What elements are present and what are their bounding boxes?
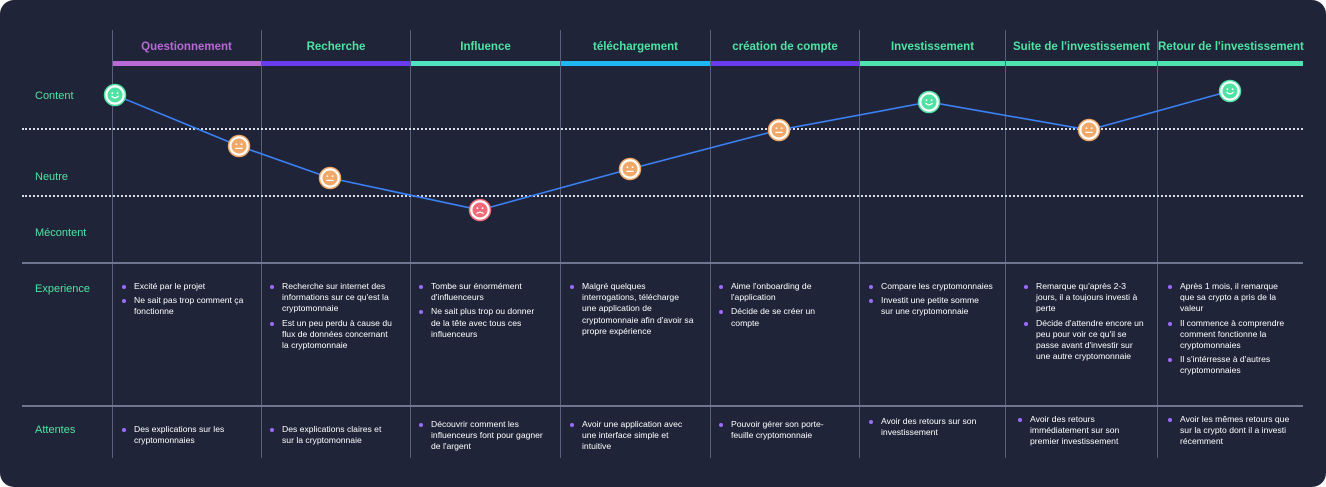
experience-cell-telechargement: Malgré quelques interrogations, téléchar… <box>568 281 694 340</box>
sad-face-icon <box>468 198 492 222</box>
list-item: Avoir les mêmes retours que sur la crypt… <box>1166 414 1292 448</box>
list-item: Recherche sur internet des informations … <box>268 281 394 315</box>
phase-bar-telechargement <box>561 61 711 66</box>
experience-cell-questionnement: Excité par le projet Ne sait pas trop com… <box>120 281 246 321</box>
neutral-face-icon <box>318 166 342 190</box>
section-divider-attentes <box>22 405 1303 407</box>
column-divider <box>1005 30 1006 458</box>
experience-cell-investissement: Compare les cryptomonnaies Investit une p… <box>867 281 993 321</box>
list-item: Découvrir comment les influenceurs font … <box>417 419 543 453</box>
neutral-face-icon <box>767 118 791 142</box>
phase-retour-investissement: Retour de l'investissement <box>1158 41 1304 53</box>
experience-cell-creation: Aime l'onboarding de l'application Décide… <box>717 281 843 332</box>
phase-bar-investissement <box>860 61 1303 66</box>
column-divider <box>261 30 262 458</box>
phase-bar-creation <box>711 61 860 66</box>
phase-creation-de-compte: création de compte <box>732 41 838 53</box>
phase-bar-questionnement <box>112 61 262 66</box>
section-divider-experience <box>22 262 1303 264</box>
list-item: Excité par le projet <box>120 281 246 292</box>
row-label-content: Content <box>35 90 74 102</box>
emotion-divider-content-neutre <box>22 128 1303 130</box>
attentes-cell-creation: Pouvoir gérer son porte-feuille cryptomo… <box>717 419 843 444</box>
list-item: Aime l'onboarding de l'application <box>717 281 843 303</box>
attentes-cell-suite: Avoir des retours immédiatement sur son … <box>1016 414 1142 451</box>
attentes-cell-recherche: Des explications claires et sur la crypt… <box>268 424 394 449</box>
list-item: Des explications sur les cryptomonnaies <box>120 424 246 446</box>
row-label-experience: Experience <box>35 283 91 295</box>
experience-cell-recherche: Recherche sur internet des informations … <box>268 281 394 354</box>
list-item: Avoir des retours immédiatement sur son … <box>1016 414 1142 448</box>
list-item: Est un peu perdu à cause du flux de donn… <box>268 318 394 352</box>
attentes-cell-questionnement: Des explications sur les cryptomonnaies <box>120 424 246 449</box>
attentes-cell-retour: Avoir les mêmes retours que sur la crypt… <box>1166 414 1292 451</box>
list-item: Après 1 mois, il remarque que sa crypto … <box>1166 281 1292 315</box>
experience-cell-influence: Tombe sur énormément d'influenceurs Ne sa… <box>417 281 543 343</box>
list-item: Malgré quelques interrogations, téléchar… <box>568 281 694 337</box>
neutral-face-icon <box>618 157 642 181</box>
column-divider <box>112 30 113 458</box>
list-item: Investit une petite somme sur une crypto… <box>867 295 993 317</box>
emotion-divider-neutre-mecontent <box>22 195 1303 197</box>
column-divider <box>410 30 411 458</box>
list-item: Ne sait plus trop ou donner de la tête a… <box>417 306 543 340</box>
list-item: Décide de se créer un compte <box>717 306 843 328</box>
list-item: Des explications claires et sur la crypt… <box>268 424 394 446</box>
neutral-face-icon <box>227 134 251 158</box>
list-item: Pouvoir gérer son porte-feuille cryptomo… <box>717 419 843 441</box>
phase-bar-influence <box>411 61 561 66</box>
column-divider <box>560 30 561 458</box>
column-divider <box>859 30 860 458</box>
row-label-neutre: Neutre <box>35 171 69 183</box>
phase-bar-recherche <box>262 61 411 66</box>
experience-cell-suite: Remarque qu'après 2-3 jours, il a toujou… <box>1022 281 1148 365</box>
list-item: Il commence à comprendre comment fonctio… <box>1166 318 1292 352</box>
column-divider <box>1157 30 1158 458</box>
list-item: Il s'intérresse à d'autres cryptomonnaie… <box>1166 354 1292 376</box>
attentes-cell-telechargement: Avoir une application avec une interface… <box>568 419 694 456</box>
phase-recherche: Recherche <box>306 41 366 53</box>
list-item: Compare les cryptomonnaies <box>867 281 993 292</box>
list-item: Ne sait pas trop comment ça fonctionne <box>120 295 246 317</box>
phase-suite-investissement: Suite de l'investissement <box>1013 41 1150 53</box>
column-divider <box>710 30 711 458</box>
happy-face-icon <box>917 90 941 114</box>
experience-cell-retour: Après 1 mois, il remarque que sa crypto … <box>1166 281 1292 380</box>
phase-investissement: Investissement <box>890 41 975 53</box>
phase-telechargement: téléchargement <box>592 41 678 53</box>
emotion-curve <box>103 79 1242 222</box>
happy-face-icon <box>1218 79 1242 103</box>
neutral-face-icon <box>1077 118 1101 142</box>
phase-questionnement: Questionnement <box>141 41 232 53</box>
list-item: Remarque qu'après 2-3 jours, il a toujou… <box>1022 281 1148 315</box>
phase-influence: Influence <box>460 41 511 53</box>
list-item: Avoir une application avec une interface… <box>568 419 694 453</box>
list-item: Tombe sur énormément d'influenceurs <box>417 281 543 303</box>
list-item: Avoir des retours sur son investissement <box>867 416 993 438</box>
attentes-cell-influence: Découvrir comment les influenceurs font … <box>417 419 543 456</box>
list-item: Décide d'attendre encore un peu pour voi… <box>1022 318 1148 363</box>
emotion-curve-line <box>114 90 1231 211</box>
row-label-attentes: Attentes <box>35 424 76 436</box>
row-label-mecontent: Mécontent <box>35 227 87 239</box>
happy-face-icon <box>103 83 127 107</box>
attentes-cell-investissement: Avoir des retours sur son investissement <box>867 416 993 441</box>
